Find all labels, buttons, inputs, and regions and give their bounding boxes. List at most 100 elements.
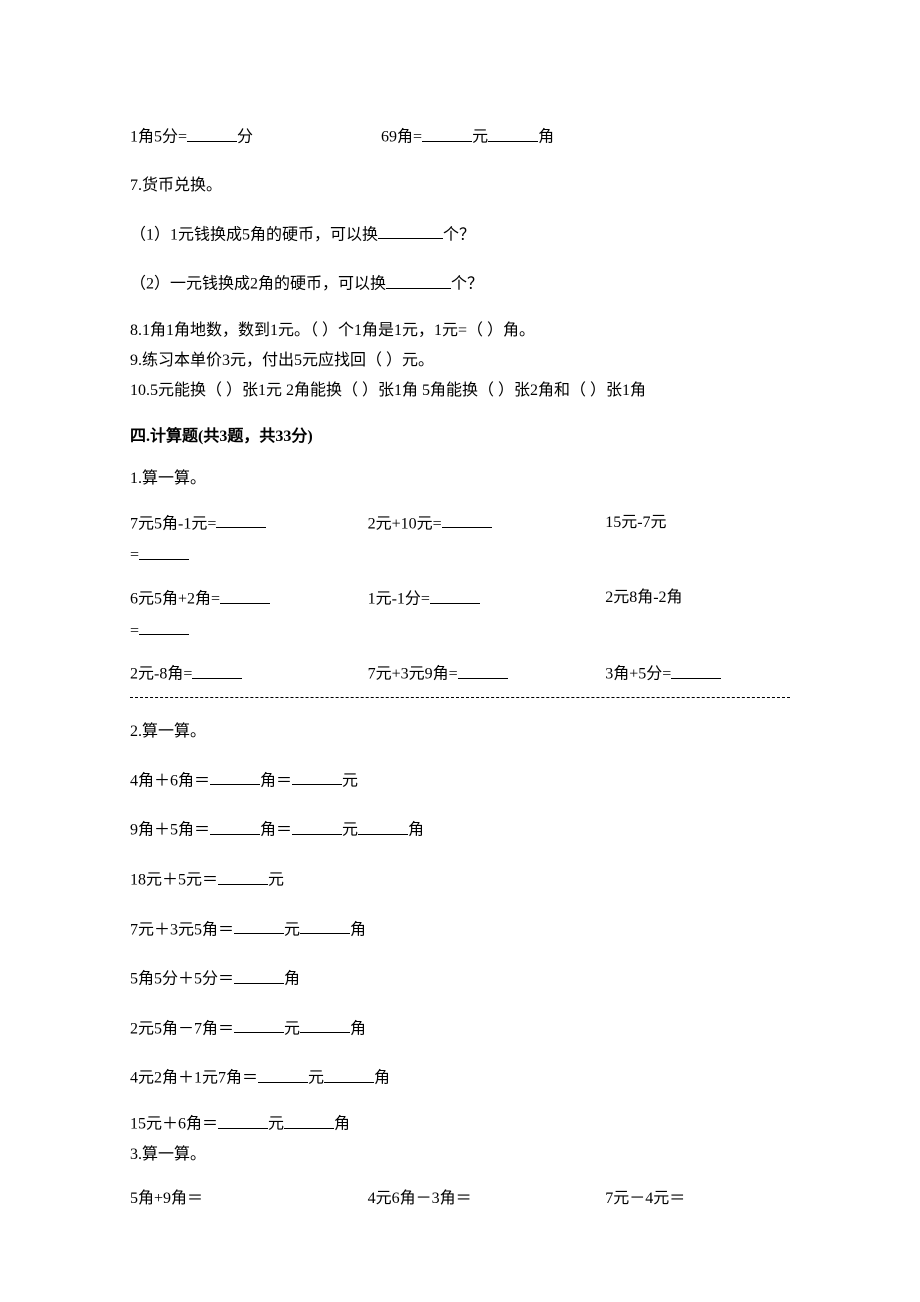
text: 7元+3元9角= [368, 666, 458, 683]
blank[interactable] [671, 661, 721, 679]
text: 角 [408, 822, 424, 839]
blank[interactable] [187, 124, 237, 142]
text: 元 [308, 1070, 324, 1087]
text: （2）一元钱换成2角的硬币，可以换 [130, 276, 386, 293]
blank[interactable] [220, 586, 270, 604]
text: 角 [374, 1070, 390, 1087]
text: 18元＋5元＝ [130, 872, 218, 889]
s4q1-row3: 2元-8角= 7元+3元9角= 3角+5分= [130, 661, 790, 687]
blank[interactable] [139, 542, 189, 560]
blank[interactable] [442, 511, 492, 529]
text: 元 [472, 129, 488, 146]
section4-title: 四.计算题(共3题，共33分) [130, 425, 790, 449]
text: 元 [284, 1020, 300, 1037]
text: 角 [284, 971, 300, 988]
blank[interactable] [458, 661, 508, 679]
text: 角 [538, 129, 554, 146]
text: 5角5分＋5分＝ [130, 971, 234, 988]
blank[interactable] [218, 1111, 268, 1129]
text: 2元+10元= [368, 515, 442, 532]
text: 4元2角＋1元7角＝ [130, 1070, 258, 1087]
top-conversion-line: 1角5分= 分 69角= 元 角 [130, 124, 790, 150]
blank[interactable] [210, 817, 260, 835]
text: 2元5角－7角＝ [130, 1020, 234, 1037]
blank[interactable] [300, 1016, 350, 1034]
blank[interactable] [324, 1065, 374, 1083]
text: 角 [334, 1116, 350, 1133]
blank[interactable] [430, 586, 480, 604]
text: 9角＋5角＝ [130, 822, 210, 839]
s4q1-row2-eq: = [130, 618, 790, 644]
blank[interactable] [488, 124, 538, 142]
text: 元 [342, 772, 358, 789]
text: 角 [350, 921, 366, 938]
text: 4角＋6角＝ [130, 772, 210, 789]
text: 角 [350, 1020, 366, 1037]
blank[interactable] [258, 1065, 308, 1083]
text: 元 [268, 872, 284, 889]
text: （1）1元钱换成5角的硬币，可以换 [130, 226, 378, 243]
s4q3-title: 3.算一算。 [130, 1143, 790, 1167]
s4q2-l1: 4角＋6角＝ 角＝ 元 [130, 768, 790, 794]
s4q1-row1: 7元5角-1元= 2元+10元= 15元-7元 [130, 511, 790, 537]
q7-sub2: （2）一元钱换成2角的硬币，可以换 个？ [130, 271, 790, 297]
text: 1元-1分= [368, 591, 430, 608]
text: 4元6角－3角＝ [368, 1190, 472, 1207]
text: 元 [284, 921, 300, 938]
blank[interactable] [234, 966, 284, 984]
text: 7元5角-1元= [130, 515, 216, 532]
text: = [130, 622, 139, 639]
text: 15元-7元 [605, 514, 666, 531]
s4q2-l7: 4元2角＋1元7角＝ 元 角 [130, 1065, 790, 1091]
s4q1-row2: 6元5角+2角= 1元-1分= 2元8角-2角 [130, 586, 790, 612]
blank[interactable] [386, 271, 451, 289]
text: 2元8角-2角 [605, 589, 682, 606]
s4q2-l3: 18元＋5元＝ 元 [130, 867, 790, 893]
q8-line: 8.1角1角地数，数到1元。（ ）个1角是1元，1元=（ ）角。 [130, 319, 790, 343]
text: = [130, 547, 139, 564]
text: 元 [342, 822, 358, 839]
s4q1-title: 1.算一算。 [130, 467, 790, 491]
blank[interactable] [234, 917, 284, 935]
text: 个？ [451, 276, 483, 293]
q9-line: 9.练习本单价3元，付出5元应找回（ ）元。 [130, 349, 790, 373]
blank[interactable] [378, 222, 443, 240]
blank[interactable] [292, 768, 342, 786]
text: 7元＋3元5角＝ [130, 921, 234, 938]
blank[interactable] [358, 817, 408, 835]
text: 分 [237, 129, 253, 146]
blank[interactable] [422, 124, 472, 142]
blank[interactable] [234, 1016, 284, 1034]
blank[interactable] [300, 917, 350, 935]
blank[interactable] [284, 1111, 334, 1129]
s4q1-row1-eq: = [130, 542, 790, 568]
q7-sub1: （1）1元钱换成5角的硬币，可以换 个？ [130, 222, 790, 248]
text: 15元＋6角＝ [130, 1116, 218, 1133]
text: 角＝ [260, 772, 292, 789]
s4q2-l5: 5角5分＋5分＝ 角 [130, 966, 790, 992]
s4q3-row1: 5角+9角＝ 4元6角－3角＝ 7元－4元＝ [130, 1187, 790, 1211]
text: 3角+5分= [605, 666, 671, 683]
text: 6元5角+2角= [130, 591, 220, 608]
text: 5角+9角＝ [130, 1190, 203, 1207]
text: 个？ [443, 226, 475, 243]
blank[interactable] [139, 618, 189, 636]
divider-dashes [130, 697, 790, 698]
s4q2-l4: 7元＋3元5角＝ 元 角 [130, 917, 790, 943]
text: 1角5分= [130, 129, 187, 146]
text: 角＝ [260, 822, 292, 839]
text: 7元－4元＝ [605, 1190, 685, 1207]
text: 元 [268, 1116, 284, 1133]
q10-line: 10.5元能换（ ）张1元 2角能换（ ）张1角 5角能换（ ）张2角和（ ）张… [130, 379, 790, 403]
s4q2-l6: 2元5角－7角＝ 元 角 [130, 1016, 790, 1042]
text: 2元-8角= [130, 666, 192, 683]
blank[interactable] [292, 817, 342, 835]
s4q2-l8: 15元＋6角＝ 元 角 [130, 1111, 790, 1137]
blank[interactable] [210, 768, 260, 786]
blank[interactable] [192, 661, 242, 679]
s4q2-title: 2.算一算。 [130, 720, 790, 744]
s4q2-l2: 9角＋5角＝ 角＝ 元 角 [130, 817, 790, 843]
blank[interactable] [216, 511, 266, 529]
blank[interactable] [218, 867, 268, 885]
text: 69角= [381, 129, 422, 146]
